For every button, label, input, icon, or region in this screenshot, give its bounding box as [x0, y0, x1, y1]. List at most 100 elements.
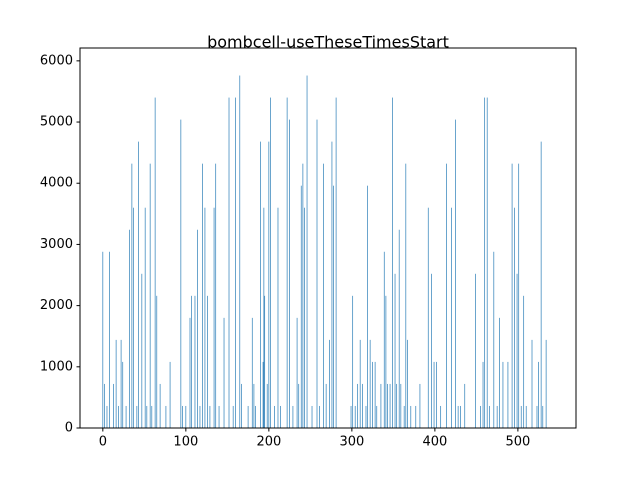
bar — [433, 361, 435, 428]
bar — [115, 339, 117, 428]
bar — [306, 75, 308, 429]
bar — [392, 97, 393, 428]
chart-title: bombcell-useTheseTimesStart — [207, 33, 449, 52]
bar — [387, 383, 388, 428]
bar — [251, 317, 253, 428]
bar — [253, 383, 255, 428]
bar — [304, 207, 305, 428]
bar — [407, 339, 408, 428]
bar — [531, 339, 533, 428]
bar — [325, 383, 327, 428]
bar — [185, 405, 187, 428]
bar — [376, 405, 378, 428]
bar — [335, 97, 337, 428]
bar — [266, 383, 268, 428]
bar — [138, 141, 139, 429]
bar — [149, 163, 151, 429]
bar — [165, 405, 167, 428]
bar — [277, 207, 279, 428]
bar — [523, 295, 525, 428]
bar — [159, 383, 161, 428]
bar — [255, 405, 256, 428]
bar — [141, 273, 143, 428]
bar — [486, 97, 488, 428]
bar — [156, 295, 158, 428]
y-tick-label: 6000 — [40, 53, 73, 68]
bar — [300, 185, 302, 428]
bar — [493, 251, 495, 428]
bar — [410, 405, 412, 428]
bar — [383, 251, 385, 428]
bar — [125, 405, 127, 428]
bar — [394, 273, 396, 428]
bar — [362, 383, 363, 428]
bar — [540, 141, 542, 429]
bar — [199, 405, 201, 428]
bar — [520, 405, 522, 428]
bar — [286, 97, 288, 428]
bar — [260, 141, 261, 429]
bar — [480, 405, 481, 428]
bar — [263, 207, 265, 428]
bar — [106, 405, 108, 428]
bar — [514, 207, 515, 428]
bar — [129, 229, 130, 428]
bar — [333, 185, 334, 428]
bar — [218, 405, 220, 428]
bar — [262, 361, 264, 428]
axes-frame — [79, 47, 577, 429]
bar — [268, 141, 270, 429]
bar — [489, 405, 490, 428]
bar — [496, 405, 498, 428]
bar — [316, 119, 318, 428]
bar — [367, 185, 368, 428]
x-tick-label: 200 — [256, 435, 281, 450]
bar — [144, 207, 146, 428]
bar — [133, 207, 134, 428]
bar — [146, 405, 148, 428]
x-tick-label: 500 — [505, 435, 530, 450]
bar — [403, 405, 405, 428]
bar — [113, 383, 114, 428]
bar — [502, 361, 504, 428]
bar — [457, 405, 459, 428]
bar — [538, 361, 539, 428]
y-tick-label: 0 — [65, 421, 73, 436]
x-tick-label: 300 — [339, 435, 364, 450]
bar — [296, 317, 298, 428]
bar — [292, 405, 294, 428]
bar — [329, 339, 330, 428]
y-tick-label: 3000 — [40, 237, 73, 252]
bar — [536, 405, 538, 428]
bar — [118, 405, 119, 428]
bar — [122, 361, 124, 428]
bar — [380, 383, 382, 428]
bar — [419, 383, 421, 428]
bar — [209, 405, 211, 428]
bar — [109, 251, 110, 428]
x-tick-label: 100 — [173, 435, 198, 450]
bar — [460, 405, 461, 428]
bar — [396, 383, 398, 428]
bar — [131, 163, 133, 429]
bar — [440, 405, 442, 428]
bar — [431, 273, 432, 428]
bar — [400, 383, 402, 428]
bar — [323, 163, 324, 429]
bar — [464, 383, 466, 428]
bar — [352, 295, 354, 428]
bar — [189, 317, 191, 428]
bar — [247, 405, 249, 428]
bar — [151, 405, 153, 428]
bar — [102, 251, 104, 428]
y-tick-label: 5000 — [40, 115, 73, 130]
bar — [120, 339, 122, 428]
bar — [545, 339, 547, 428]
bar — [405, 163, 407, 429]
bar — [232, 405, 234, 428]
bar — [204, 207, 206, 428]
bar — [191, 295, 192, 428]
bar — [202, 163, 203, 429]
bar — [154, 97, 156, 428]
